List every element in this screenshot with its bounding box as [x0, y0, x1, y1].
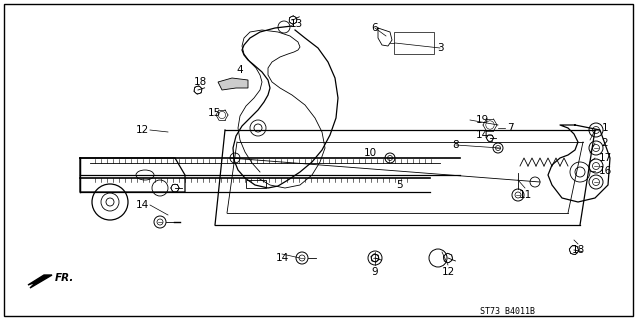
Polygon shape [28, 275, 52, 288]
Text: 4: 4 [237, 65, 243, 75]
Text: 3: 3 [437, 43, 443, 53]
Text: 17: 17 [598, 153, 612, 163]
Text: 18: 18 [571, 245, 585, 255]
Text: ST73 B4011B: ST73 B4011B [480, 308, 535, 316]
Text: FR.: FR. [55, 273, 75, 283]
Text: 13: 13 [289, 19, 303, 29]
Text: 2: 2 [602, 138, 608, 148]
Text: 14: 14 [475, 130, 489, 140]
Text: 12: 12 [441, 267, 455, 277]
Bar [394, 32, 434, 54]
Text: 14: 14 [275, 253, 289, 263]
Text: 12: 12 [136, 125, 148, 135]
Text: 5: 5 [397, 180, 403, 190]
Text: 11: 11 [519, 190, 532, 200]
Text: 14: 14 [136, 200, 148, 210]
Text: 9: 9 [371, 267, 378, 277]
Text: 10: 10 [364, 148, 376, 158]
Bar [246, 180, 266, 188]
Text: 6: 6 [371, 23, 378, 33]
Polygon shape [218, 78, 248, 90]
Text: 19: 19 [475, 115, 489, 125]
Text: 15: 15 [208, 108, 220, 118]
Text: 18: 18 [194, 77, 206, 87]
Text: 7: 7 [506, 123, 513, 133]
Text: 8: 8 [453, 140, 459, 150]
Text: 16: 16 [598, 166, 612, 176]
Circle shape [106, 198, 114, 206]
Text: 1: 1 [602, 123, 608, 133]
